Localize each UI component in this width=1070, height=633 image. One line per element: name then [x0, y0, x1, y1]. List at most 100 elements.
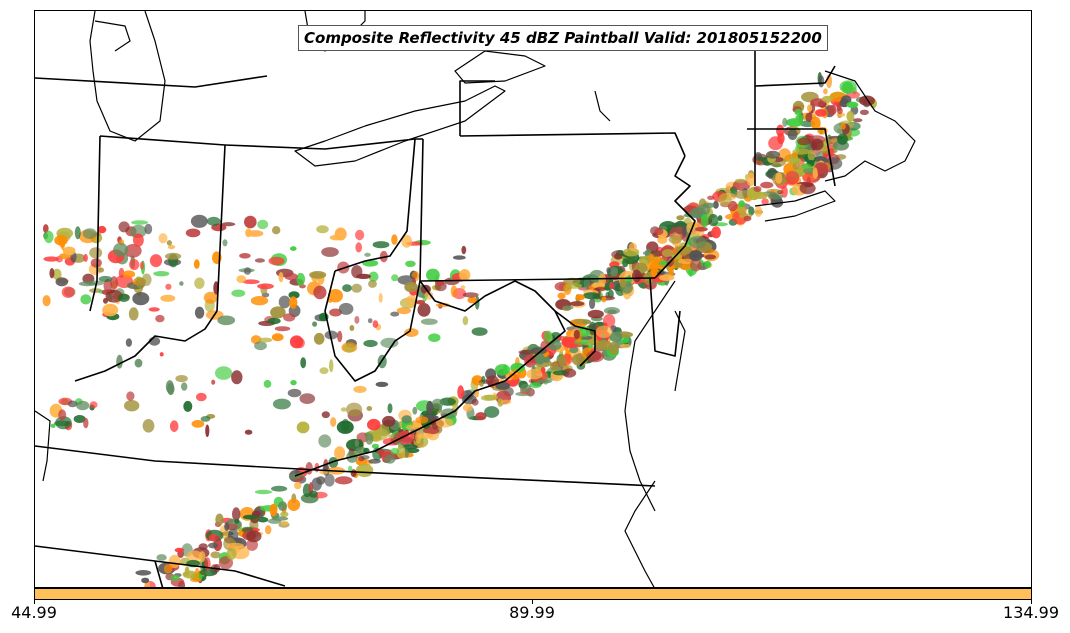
reflectivity-blob [271, 516, 289, 521]
reflectivity-blob [450, 285, 458, 298]
reflectivity-blob [62, 246, 76, 256]
reflectivity-blob [268, 256, 285, 266]
reflectivity-blob [565, 283, 583, 289]
reflectivity-blob [757, 156, 766, 162]
reflectivity-blob [118, 267, 125, 279]
state-border-7 [459, 80, 495, 136]
reflectivity-blob [300, 357, 307, 369]
reflectivity-blob [129, 259, 140, 271]
reflectivity-blob [380, 337, 399, 348]
reflectivity-blob [702, 202, 716, 208]
reflectivity-blob [355, 229, 365, 241]
reflectivity-blob [208, 533, 218, 542]
reflectivity-blob [165, 283, 172, 290]
reflectivity-blob [49, 268, 55, 279]
reflectivity-blob [183, 400, 193, 412]
reflectivity-blob [287, 388, 302, 398]
reflectivity-blob [708, 213, 719, 227]
reflectivity-blob [89, 247, 103, 259]
reflectivity-blob [272, 226, 281, 235]
reflectivity-blob [349, 325, 355, 331]
reflectivity-blob [823, 88, 828, 95]
reflectivity-blob [105, 289, 123, 303]
reflectivity-blob [190, 577, 202, 583]
reflectivity-blob [355, 463, 374, 477]
reflectivity-blob [668, 234, 682, 244]
reflectivity-blob [471, 398, 479, 406]
reflectivity-blob [821, 95, 834, 103]
reflectivity-blob [135, 570, 152, 576]
reflectivity-blob [837, 133, 848, 145]
reflectivity-blob [795, 114, 805, 121]
reflectivity-blob [859, 95, 875, 106]
reflectivity-blob [334, 446, 346, 460]
reflectivity-blob [194, 567, 200, 581]
reflectivity-blob [184, 566, 190, 577]
reflectivity-blob [771, 197, 784, 208]
reflectivity-blob [324, 330, 338, 340]
reflectivity-blob [561, 337, 580, 348]
reflectivity-blob [141, 577, 150, 584]
coastline-4 [594, 90, 611, 122]
coastline-8 [674, 310, 686, 392]
reflectivity-blob [537, 379, 552, 384]
reflectivity-blob [367, 418, 381, 431]
reflectivity-blob [122, 270, 136, 279]
reflectivity-blob [372, 241, 390, 249]
reflectivity-blob [231, 370, 243, 385]
reflectivity-blob [810, 116, 821, 130]
reflectivity-blob [179, 281, 184, 286]
reflectivity-blob [244, 429, 253, 435]
colorbar-tick-left [34, 600, 35, 604]
reflectivity-blob [401, 444, 418, 450]
reflectivity-blob [231, 289, 246, 297]
state-border-14 [74, 310, 218, 382]
reflectivity-blob [270, 306, 286, 319]
reflectivity-blob [236, 275, 247, 283]
reflectivity-blob [311, 477, 322, 491]
reflectivity-blob [543, 330, 553, 342]
reflectivity-blob [289, 296, 298, 309]
reflectivity-blob [500, 399, 512, 405]
reflectivity-blob [382, 415, 396, 427]
reflectivity-blob [194, 277, 205, 289]
reflectivity-blob [569, 346, 579, 354]
reflectivity-blob [360, 455, 370, 460]
reflectivity-blob [718, 193, 732, 207]
reflectivity-blob [269, 503, 278, 517]
reflectivity-blob [218, 556, 233, 570]
reflectivity-blob [390, 447, 400, 455]
reflectivity-blob [818, 75, 825, 88]
reflectivity-blob [569, 301, 585, 307]
reflectivity-blob [846, 110, 855, 122]
reflectivity-blob [355, 242, 363, 253]
reflectivity-blob [439, 397, 456, 406]
reflectivity-blob [743, 215, 752, 222]
reflectivity-blob [704, 260, 712, 269]
coastline-5 [824, 70, 916, 182]
reflectivity-blob [799, 182, 816, 195]
coastlines [35, 11, 916, 587]
reflectivity-blob [575, 294, 585, 301]
reflectivity-blob [208, 542, 219, 549]
reflectivity-blob [462, 316, 469, 326]
reflectivity-blob [356, 273, 371, 279]
reflectivity-blob [475, 412, 487, 421]
reflectivity-blob [807, 149, 816, 161]
reflectivity-blob [713, 200, 719, 209]
colorbar-tick-mid [532, 600, 533, 604]
reflectivity-blob [632, 269, 642, 283]
reflectivity-blob [484, 406, 500, 418]
reflectivity-blob [606, 267, 612, 274]
reflectivity-blob [144, 223, 153, 235]
reflectivity-blob [90, 258, 102, 268]
reflectivity-blob [78, 281, 96, 287]
reflectivity-blob [688, 268, 694, 277]
reflectivity-blob [785, 118, 804, 127]
reflectivity-blob [316, 225, 329, 234]
reflectivity-blob [205, 424, 210, 438]
reflectivity-blobs [42, 72, 877, 587]
reflectivity-blob [753, 186, 762, 192]
reflectivity-blob [508, 369, 521, 380]
reflectivity-blob [167, 244, 176, 250]
